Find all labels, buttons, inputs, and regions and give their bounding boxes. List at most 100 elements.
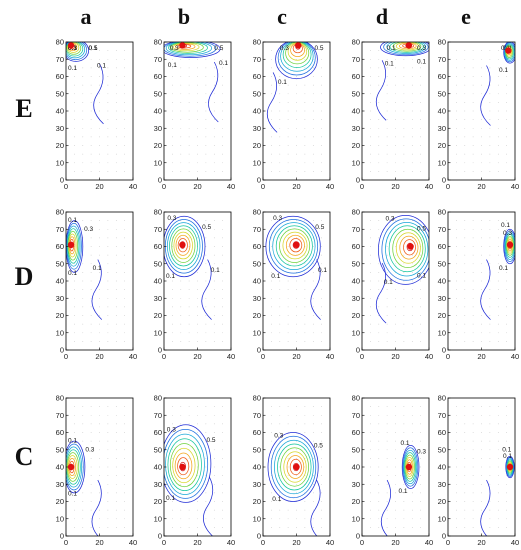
y-tick-label: 30 xyxy=(154,124,162,133)
contour-level-3 xyxy=(167,438,202,491)
x-tick-label: 40 xyxy=(227,538,235,547)
y-tick-label: 10 xyxy=(352,328,360,337)
source-point xyxy=(293,463,300,471)
contour-label: 0.1 xyxy=(499,67,508,74)
x-tick-label: 0 xyxy=(360,352,364,361)
source-point xyxy=(405,463,413,471)
contour-label: 0.5 xyxy=(315,224,324,231)
y-tick-label: 70 xyxy=(56,411,64,420)
y-tick-label: 80 xyxy=(253,38,261,47)
x-tick-label: 40 xyxy=(425,352,433,361)
contour-level-5 xyxy=(282,231,308,260)
x-tick-label: 20 xyxy=(193,538,201,547)
contour-level-2 xyxy=(280,42,314,72)
y-tick-label: 0 xyxy=(257,346,261,355)
x-tick-label: 0 xyxy=(162,352,166,361)
contour-lines xyxy=(164,215,212,320)
y-tick-label: 50 xyxy=(154,445,162,454)
x-tick-label: 40 xyxy=(227,352,235,361)
x-tick-label: 40 xyxy=(511,538,519,547)
panel-D-d: 0.5 0.3 0.1 0.1 0 10 20 30 40 50 60 70 80 0 20 40 xyxy=(352,208,434,361)
y-tick-label: 0 xyxy=(442,176,446,185)
y-tick-label: 50 xyxy=(154,259,162,268)
y-tick-label: 50 xyxy=(56,259,64,268)
y-tick-label: 60 xyxy=(352,428,360,437)
y-tick-label: 80 xyxy=(154,394,162,403)
x-tick-label: 20 xyxy=(292,182,300,191)
contour-lines xyxy=(265,215,321,320)
y-tick-label: 40 xyxy=(352,463,360,472)
y-tick-label: 40 xyxy=(154,463,162,472)
y-tick-label: 50 xyxy=(352,445,360,454)
contour-level-2 xyxy=(403,449,418,485)
contour-label: 0.5 xyxy=(89,45,98,52)
contour-level-3 xyxy=(388,225,426,273)
y-tick-label: 60 xyxy=(352,242,360,251)
contour-label: 0.1 xyxy=(211,267,220,274)
contour-level-1 xyxy=(164,429,209,499)
y-tick-label: 0 xyxy=(60,532,64,541)
panel-E-c: 0.5 0.3 0.1 0 10 20 30 40 50 60 70 80 0 20 40 xyxy=(253,38,335,191)
y-tick-label: 10 xyxy=(154,514,162,523)
contour-level-0 xyxy=(164,215,206,278)
contour-level-5 xyxy=(283,451,307,483)
contour-level-2 xyxy=(274,439,314,495)
source-point xyxy=(179,42,186,49)
y-tick-label: 20 xyxy=(56,141,64,150)
y-tick-label: 50 xyxy=(154,89,162,98)
y-tick-label: 60 xyxy=(253,428,261,437)
contour-lines xyxy=(380,445,420,536)
contour-level-1 xyxy=(504,230,515,262)
contour-label: 0.3 xyxy=(417,45,426,52)
contour-label: 0.3 xyxy=(417,448,426,455)
y-tick-label: 10 xyxy=(154,328,162,337)
contour-label: 0.1 xyxy=(501,222,510,229)
contour-label: 0.1 xyxy=(318,267,327,274)
contour-level-3 xyxy=(66,42,84,57)
contour-label: 0.1 xyxy=(501,45,510,52)
contour-line-low xyxy=(480,259,491,320)
x-tick-label: 0 xyxy=(261,352,265,361)
contour-level-1 xyxy=(268,219,319,274)
contour-level-4 xyxy=(171,228,196,263)
x-tick-label: 20 xyxy=(477,538,485,547)
panel-E-d: 0.3 0.1 0.1 0.1 0 10 20 30 40 50 60 70 80 0 20 40 xyxy=(352,38,434,191)
x-tick-label: 20 xyxy=(292,538,300,547)
y-tick-label: 20 xyxy=(438,311,446,320)
contour-level-0 xyxy=(275,42,318,80)
y-tick-label: 60 xyxy=(352,72,360,81)
y-tick-label: 0 xyxy=(442,346,446,355)
contour-level-3 xyxy=(282,42,312,68)
y-tick-label: 0 xyxy=(158,532,162,541)
contour-label: 0.3 xyxy=(386,215,395,222)
y-tick-label: 40 xyxy=(438,277,446,286)
x-tick-label: 0 xyxy=(446,352,450,361)
y-tick-label: 20 xyxy=(438,141,446,150)
y-tick-label: 30 xyxy=(352,294,360,303)
contour-label: 0.1 xyxy=(272,496,281,503)
contour-line-low xyxy=(201,259,212,320)
contour-lines xyxy=(66,220,103,320)
x-tick-label: 40 xyxy=(227,182,235,191)
y-tick-label: 60 xyxy=(56,428,64,437)
source-point xyxy=(67,463,75,471)
contour-level-5 xyxy=(67,42,80,53)
contour-level-1 xyxy=(66,42,88,61)
y-tick-label: 70 xyxy=(438,225,446,234)
y-tick-label: 80 xyxy=(253,208,261,217)
contour-label: 0.1 xyxy=(499,265,508,272)
y-tick-label: 70 xyxy=(154,225,162,234)
x-tick-label: 20 xyxy=(193,182,201,191)
contour-lines xyxy=(266,42,318,133)
contour-level-3 xyxy=(504,44,514,60)
y-tick-label: 50 xyxy=(56,445,64,454)
contour-label: 0.3 xyxy=(503,230,512,237)
y-tick-label: 30 xyxy=(438,480,446,489)
y-tick-label: 40 xyxy=(352,107,360,116)
y-tick-label: 10 xyxy=(438,328,446,337)
y-tick-label: 60 xyxy=(253,242,261,251)
contour-level-2 xyxy=(167,222,201,270)
contour-level-5 xyxy=(172,42,200,52)
